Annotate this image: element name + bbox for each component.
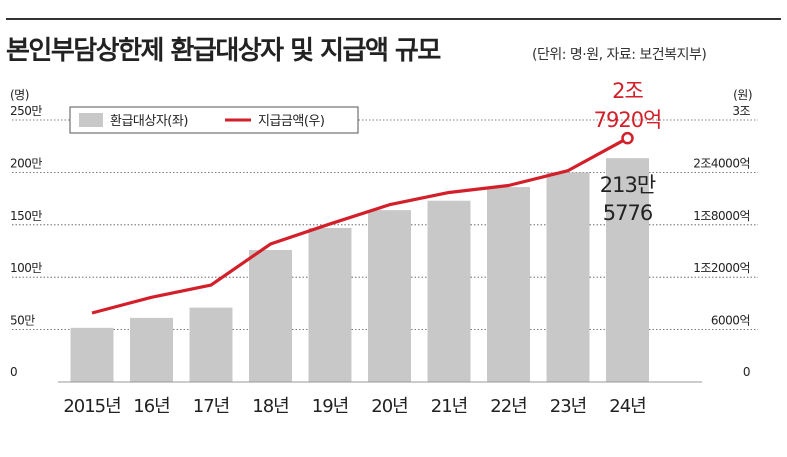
- legend-box: [69, 106, 359, 134]
- axes: 0 50만 100만 150만 200만 250만 0 6000억 1조2000억 1조8000억…: [10, 88, 753, 417]
- bar: [249, 249, 292, 382]
- right-axis-unit: (원): [733, 88, 752, 102]
- bar: [606, 158, 649, 382]
- legend-line-label: 지급금액(우): [258, 114, 324, 129]
- bar-value-label: 213만: [600, 173, 656, 197]
- x-tick-label: 24년: [609, 396, 645, 417]
- right-tick-label: 1조2000억: [693, 261, 750, 275]
- left-tick-label: 0: [10, 365, 17, 379]
- x-tick-label: 20년: [371, 396, 407, 417]
- line-path: [91, 136, 629, 315]
- line-end-marker: [621, 131, 634, 145]
- line-value-label: 2조: [612, 79, 643, 103]
- x-tick-label: 16년: [133, 396, 169, 417]
- bar: [368, 210, 411, 382]
- x-tick-label: 22년: [490, 396, 526, 417]
- x-tick-label: 18년: [252, 396, 288, 417]
- x-tick-label: 2015년: [63, 396, 120, 417]
- left-axis-unit: (명): [10, 88, 29, 102]
- legend-bar-label: 환급대상자(좌): [110, 114, 188, 129]
- line-series: [91, 131, 634, 315]
- bar: [308, 227, 352, 382]
- line-value-label: 7920억: [594, 108, 662, 132]
- bar: [546, 172, 590, 382]
- bar: [189, 307, 233, 382]
- left-tick-label: 150만: [10, 209, 42, 223]
- right-tick-label: 2조4000억: [693, 156, 750, 170]
- left-tick-label: 200만: [10, 156, 42, 170]
- x-tick-label: 19년: [312, 396, 348, 417]
- bar: [130, 317, 173, 382]
- right-tick-label: 1조8000억: [693, 209, 750, 223]
- chart-subtitle: (단위: 명·원, 자료: 보건복지부): [532, 47, 707, 63]
- annotations: 213만 5776 2조 7920억: [594, 79, 663, 225]
- right-tick-label: 0: [743, 365, 750, 379]
- x-tick-label: 23년: [550, 396, 586, 417]
- bar: [427, 200, 471, 382]
- left-tick-label: 250만: [10, 104, 42, 118]
- legend-bar-swatch: [79, 113, 103, 127]
- bars: [70, 158, 649, 382]
- bar-value-label: 5776: [603, 201, 653, 225]
- left-tick-label: 100만: [10, 261, 42, 275]
- bar: [487, 187, 530, 382]
- x-tick-label: 17년: [193, 396, 229, 417]
- x-tick-label: 21년: [431, 396, 467, 417]
- chart-title: 본인부담상한제 환급대상자 및 지급액 규모: [6, 36, 441, 66]
- right-tick-label: 3조: [732, 104, 750, 118]
- right-tick-label: 6000억: [711, 314, 750, 328]
- left-tick-label: 50만: [10, 314, 35, 328]
- top-rule: [6, 18, 781, 20]
- legend: 환급대상자(좌) 지급금액(우): [69, 106, 359, 134]
- bar: [70, 327, 114, 382]
